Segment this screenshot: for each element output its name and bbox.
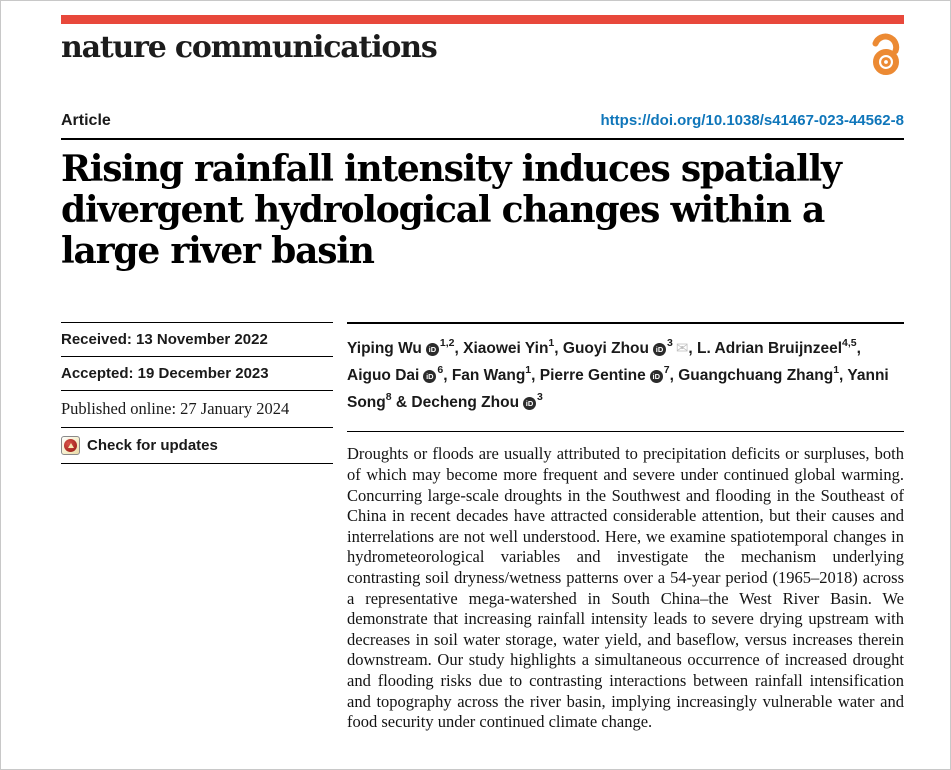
author: Xiaowei Yin1, xyxy=(463,337,563,358)
author-affiliation-sup: 3 xyxy=(667,337,673,349)
author: Yiping Wu iD 1,2, xyxy=(347,337,464,358)
article-main-column: Yiping Wu iD 1,2, Xiaowei Yin1, Guoyi Zhou… xyxy=(347,322,904,733)
author-list: Yiping Wu iD 1,2, Xiaowei Yin1, Guoyi Zhou… xyxy=(347,333,904,414)
author: Guangchuang Zhang1, xyxy=(678,364,848,385)
article-title: Rising rainfall intensity induces spatia… xyxy=(61,149,904,272)
title-line: large river basin xyxy=(61,230,375,272)
author-name: Guangchuang Zhang xyxy=(678,367,834,385)
check-for-updates-label: Check for updates xyxy=(87,437,218,454)
author: Fan Wang1, xyxy=(451,364,540,385)
orcid-glyph: iD xyxy=(655,345,664,355)
author-separator: , xyxy=(443,367,452,385)
author-separator: & xyxy=(391,394,412,412)
article-header-row: Article https://doi.org/10.1038/s41467-0… xyxy=(61,112,904,130)
author-separator: , xyxy=(454,340,464,358)
published-date: Published online: 27 January 2024 xyxy=(61,390,333,427)
author-name: L. Adrian Bruijnzeel xyxy=(697,340,843,358)
author-name: Pierre Gentine xyxy=(539,367,646,385)
orcid-glyph: iD xyxy=(428,345,437,355)
published-date-label: Published online: 27 January 2024 xyxy=(61,399,290,418)
orcid-glyph: iD xyxy=(652,372,660,382)
content-columns: Received: 13 November 2022 Accepted: 19 … xyxy=(61,322,904,733)
author-name: Yiping Wu xyxy=(347,340,422,358)
author-affiliation-sup: 7 xyxy=(663,364,670,377)
author-affiliation-sup: 3 xyxy=(537,391,543,404)
author-separator: , xyxy=(856,340,861,358)
orcid-icon[interactable]: iD xyxy=(425,343,439,357)
author-name: Guoyi Zhou xyxy=(562,340,649,358)
author: Guoyi Zhou iD 3 ✉, xyxy=(562,337,698,358)
author-name: Yanni Song xyxy=(347,367,889,412)
author-affiliation-sup: 4,5 xyxy=(842,337,857,349)
author-affiliation-sup: 8 xyxy=(385,391,392,404)
history-sidebar: Received: 13 November 2022 Accepted: 19 … xyxy=(61,322,333,733)
author-name: Xiaowei Yin xyxy=(463,340,549,358)
email-icon[interactable]: ✉ xyxy=(675,340,689,358)
masthead: nature communications xyxy=(61,24,904,84)
author-separator: , xyxy=(669,367,679,385)
doi-link[interactable]: https://doi.org/10.1038/s41467-023-44562… xyxy=(600,112,905,129)
author-name: Aiguo Dai xyxy=(347,367,420,385)
author-affiliation-sup: 1 xyxy=(833,364,840,377)
accepted-date: Accepted: 19 December 2023 xyxy=(61,356,333,390)
author-separator: , xyxy=(531,367,540,385)
abstract-text: Droughts or floods are usually attribute… xyxy=(347,444,904,732)
author-separator: , xyxy=(688,340,698,358)
author-name: Decheng Zhou xyxy=(411,394,520,412)
received-date-label: Received: 13 November 2022 xyxy=(61,331,268,348)
title-line: Rising rainfall intensity induces spatia… xyxy=(61,148,842,190)
orcid-icon[interactable]: iD xyxy=(523,397,537,411)
open-access-icon xyxy=(872,33,900,75)
title-line: divergent hydrological changes within a xyxy=(61,189,825,231)
journal-logo: nature communications xyxy=(61,30,438,65)
orcid-icon[interactable]: iD xyxy=(653,343,666,357)
author: Aiguo Dai iD 6, xyxy=(347,364,452,385)
crossmark-circle xyxy=(64,439,77,452)
author-affiliation-sup: 1 xyxy=(525,364,532,377)
author-affiliation-sup: 1,2 xyxy=(439,337,455,349)
received-date: Received: 13 November 2022 xyxy=(61,322,333,356)
orcid-glyph: iD xyxy=(426,372,434,382)
author: Decheng Zhou iD 3 xyxy=(411,391,543,412)
header-rule xyxy=(61,138,904,140)
author-name: Fan Wang xyxy=(451,367,526,385)
author: L. Adrian Bruijnzeel4,5, xyxy=(697,337,861,358)
masthead-accent-bar xyxy=(61,15,904,24)
author-affiliation-sup: 6 xyxy=(437,364,444,377)
accepted-date-label: Accepted: 19 December 2023 xyxy=(61,365,269,382)
author-affiliation-sup: 1 xyxy=(548,337,555,349)
article-type-label: Article xyxy=(61,112,111,129)
author-separator: , xyxy=(554,340,563,358)
abstract-rule xyxy=(347,431,904,433)
crossmark-icon[interactable] xyxy=(61,436,80,455)
orcid-icon[interactable]: iD xyxy=(649,370,663,384)
check-for-updates[interactable]: Check for updates xyxy=(61,427,333,464)
author: Yanni Song8 & xyxy=(347,367,889,411)
author-separator: , xyxy=(839,367,848,385)
orcid-glyph: iD xyxy=(525,399,534,409)
author: Pierre Gentine iD 7, xyxy=(539,364,679,385)
orcid-icon[interactable]: iD xyxy=(423,370,437,384)
